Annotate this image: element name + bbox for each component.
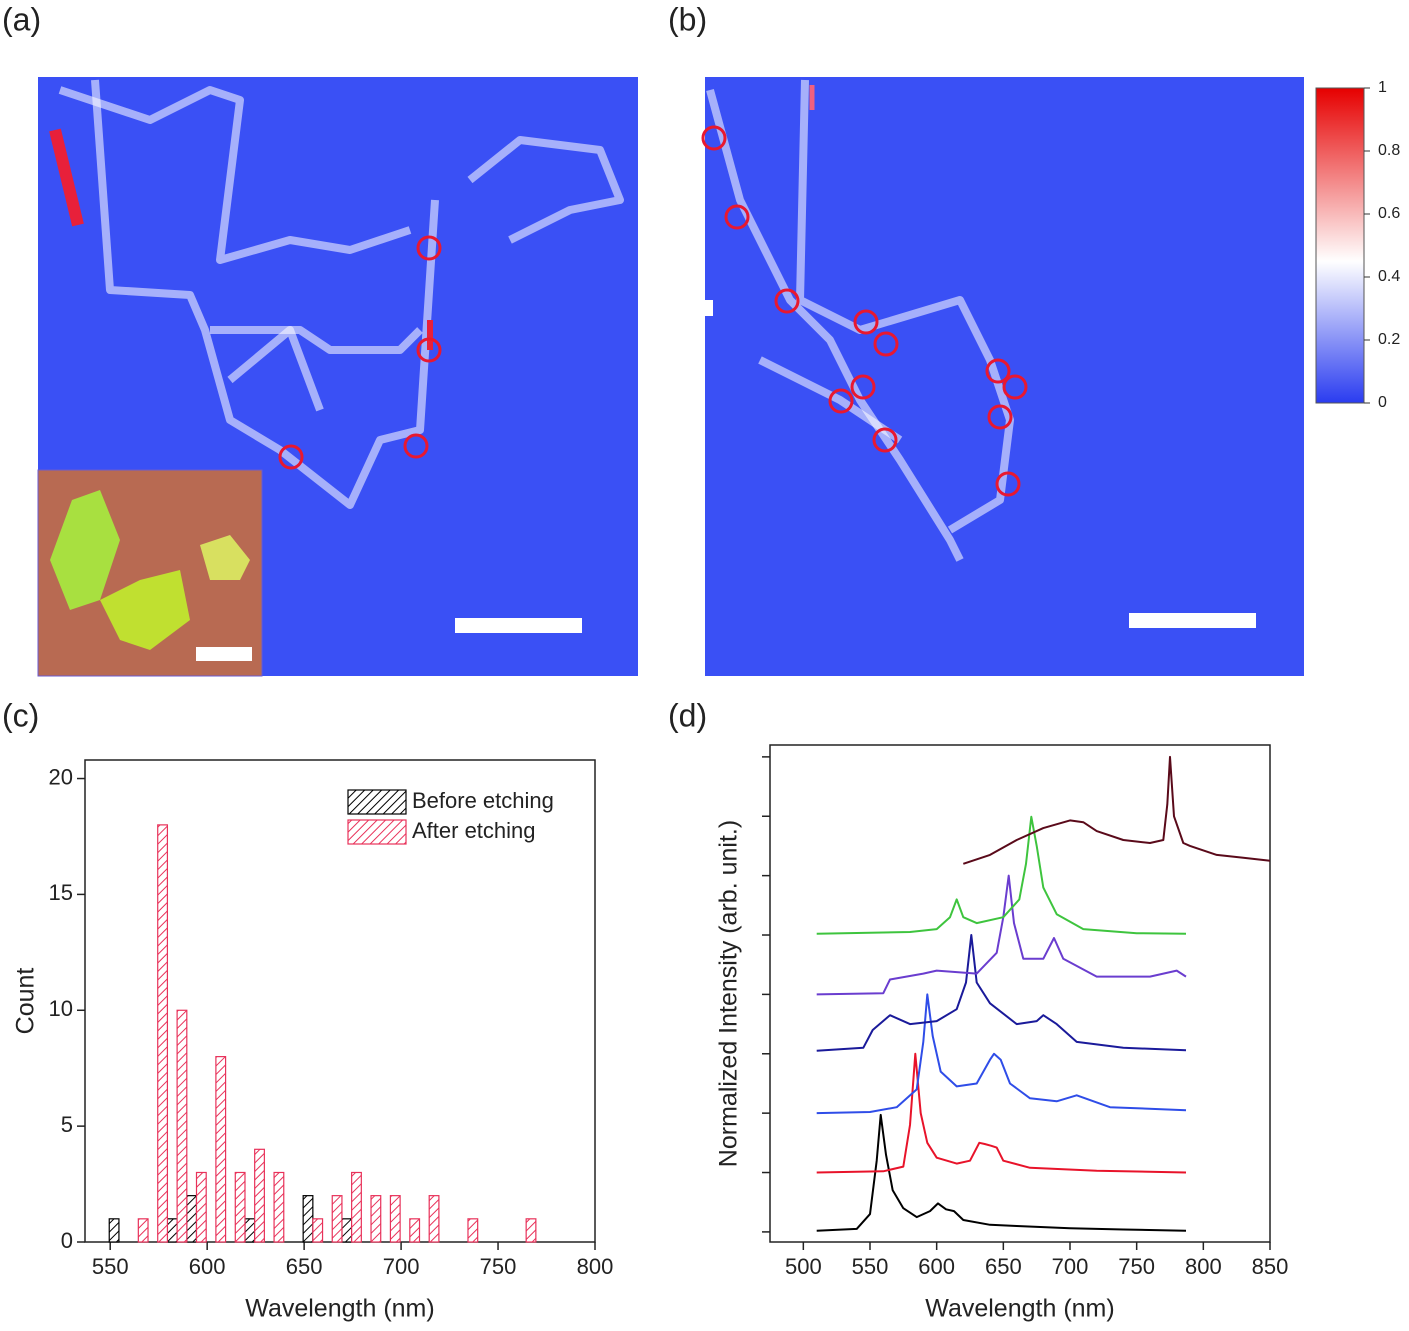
legend-swatch (347, 789, 407, 815)
spectrum-line (816, 934, 1187, 1052)
y-tick-label: 10 (49, 996, 73, 1021)
panel-label: (d) (668, 697, 707, 733)
legend-label: After etching (412, 818, 536, 843)
x-tick-label: 750 (1118, 1254, 1155, 1279)
bar (389, 1195, 401, 1243)
x-tick-label: 850 (1252, 1254, 1289, 1279)
y-axis-title: Count (12, 968, 40, 1035)
bar (195, 1171, 207, 1243)
x-tick-label: 650 (985, 1254, 1022, 1279)
x-axis-title: Wavelength (nm) (925, 1295, 1114, 1323)
panel-label: (c) (2, 697, 39, 733)
colorbar-tick-label: 0.4 (1378, 268, 1400, 285)
x-tick-label: 650 (286, 1254, 323, 1279)
bar (351, 1171, 362, 1243)
spectrum-line (962, 755, 1271, 865)
x-tick-label: 600 (189, 1254, 226, 1279)
bar (186, 1195, 198, 1243)
bar (467, 1218, 479, 1243)
spectrum-line (816, 1052, 1187, 1174)
map-a (37, 77, 638, 677)
bar (108, 1218, 120, 1243)
spectrum-line (816, 993, 1187, 1115)
x-axis-title: Wavelength (nm) (245, 1295, 434, 1323)
bar (254, 1148, 265, 1243)
bar (370, 1195, 382, 1243)
panel-label: (b) (668, 1, 707, 37)
x-tick-label: 700 (383, 1254, 420, 1279)
x-tick-label: 550 (92, 1254, 129, 1279)
y-tick-label: 20 (49, 764, 73, 789)
colorbar-tick-label: 1 (1378, 79, 1387, 96)
colorbar-tick-label: 0.8 (1378, 142, 1400, 159)
bar (525, 1218, 537, 1243)
bar (234, 1171, 246, 1243)
x-tick-label: 800 (577, 1254, 614, 1279)
spectrum-line (816, 874, 1187, 996)
bar (157, 824, 169, 1243)
bar (273, 1171, 285, 1243)
y-tick-label: 5 (61, 1112, 73, 1137)
bar (176, 1009, 188, 1243)
y-tick-label: 15 (49, 880, 73, 905)
bar (409, 1218, 421, 1243)
bar (428, 1195, 440, 1243)
x-tick-label: 800 (1185, 1254, 1222, 1279)
x-tick-label: 700 (1052, 1254, 1089, 1279)
bar (341, 1218, 353, 1243)
x-tick-label: 500 (785, 1254, 822, 1279)
spectrum-line (816, 815, 1187, 935)
bar (302, 1195, 314, 1243)
bar (166, 1218, 178, 1243)
colorbar (1315, 87, 1365, 404)
bar (331, 1195, 343, 1243)
bar (215, 1056, 227, 1243)
y-tick-label: 0 (61, 1228, 73, 1253)
bar (312, 1218, 324, 1243)
bar (137, 1218, 149, 1243)
colorbar-tick-label: 0.6 (1378, 205, 1400, 222)
plot-frame (769, 744, 1271, 1243)
panel-label: (a) (2, 1, 41, 37)
colorbar-tick-label: 0.2 (1378, 331, 1400, 348)
map-b (701, 77, 1304, 676)
bar (244, 1218, 256, 1243)
x-tick-label: 600 (918, 1254, 955, 1279)
spectrum-line (816, 1113, 1187, 1232)
legend-label: Before etching (412, 788, 554, 813)
y-axis-title: Normalized Intensity (arb. unit.) (715, 820, 743, 1167)
colorbar-tick-label: 0 (1378, 394, 1387, 411)
x-tick-label: 550 (852, 1254, 889, 1279)
x-tick-label: 750 (480, 1254, 517, 1279)
legend-swatch (347, 819, 407, 845)
